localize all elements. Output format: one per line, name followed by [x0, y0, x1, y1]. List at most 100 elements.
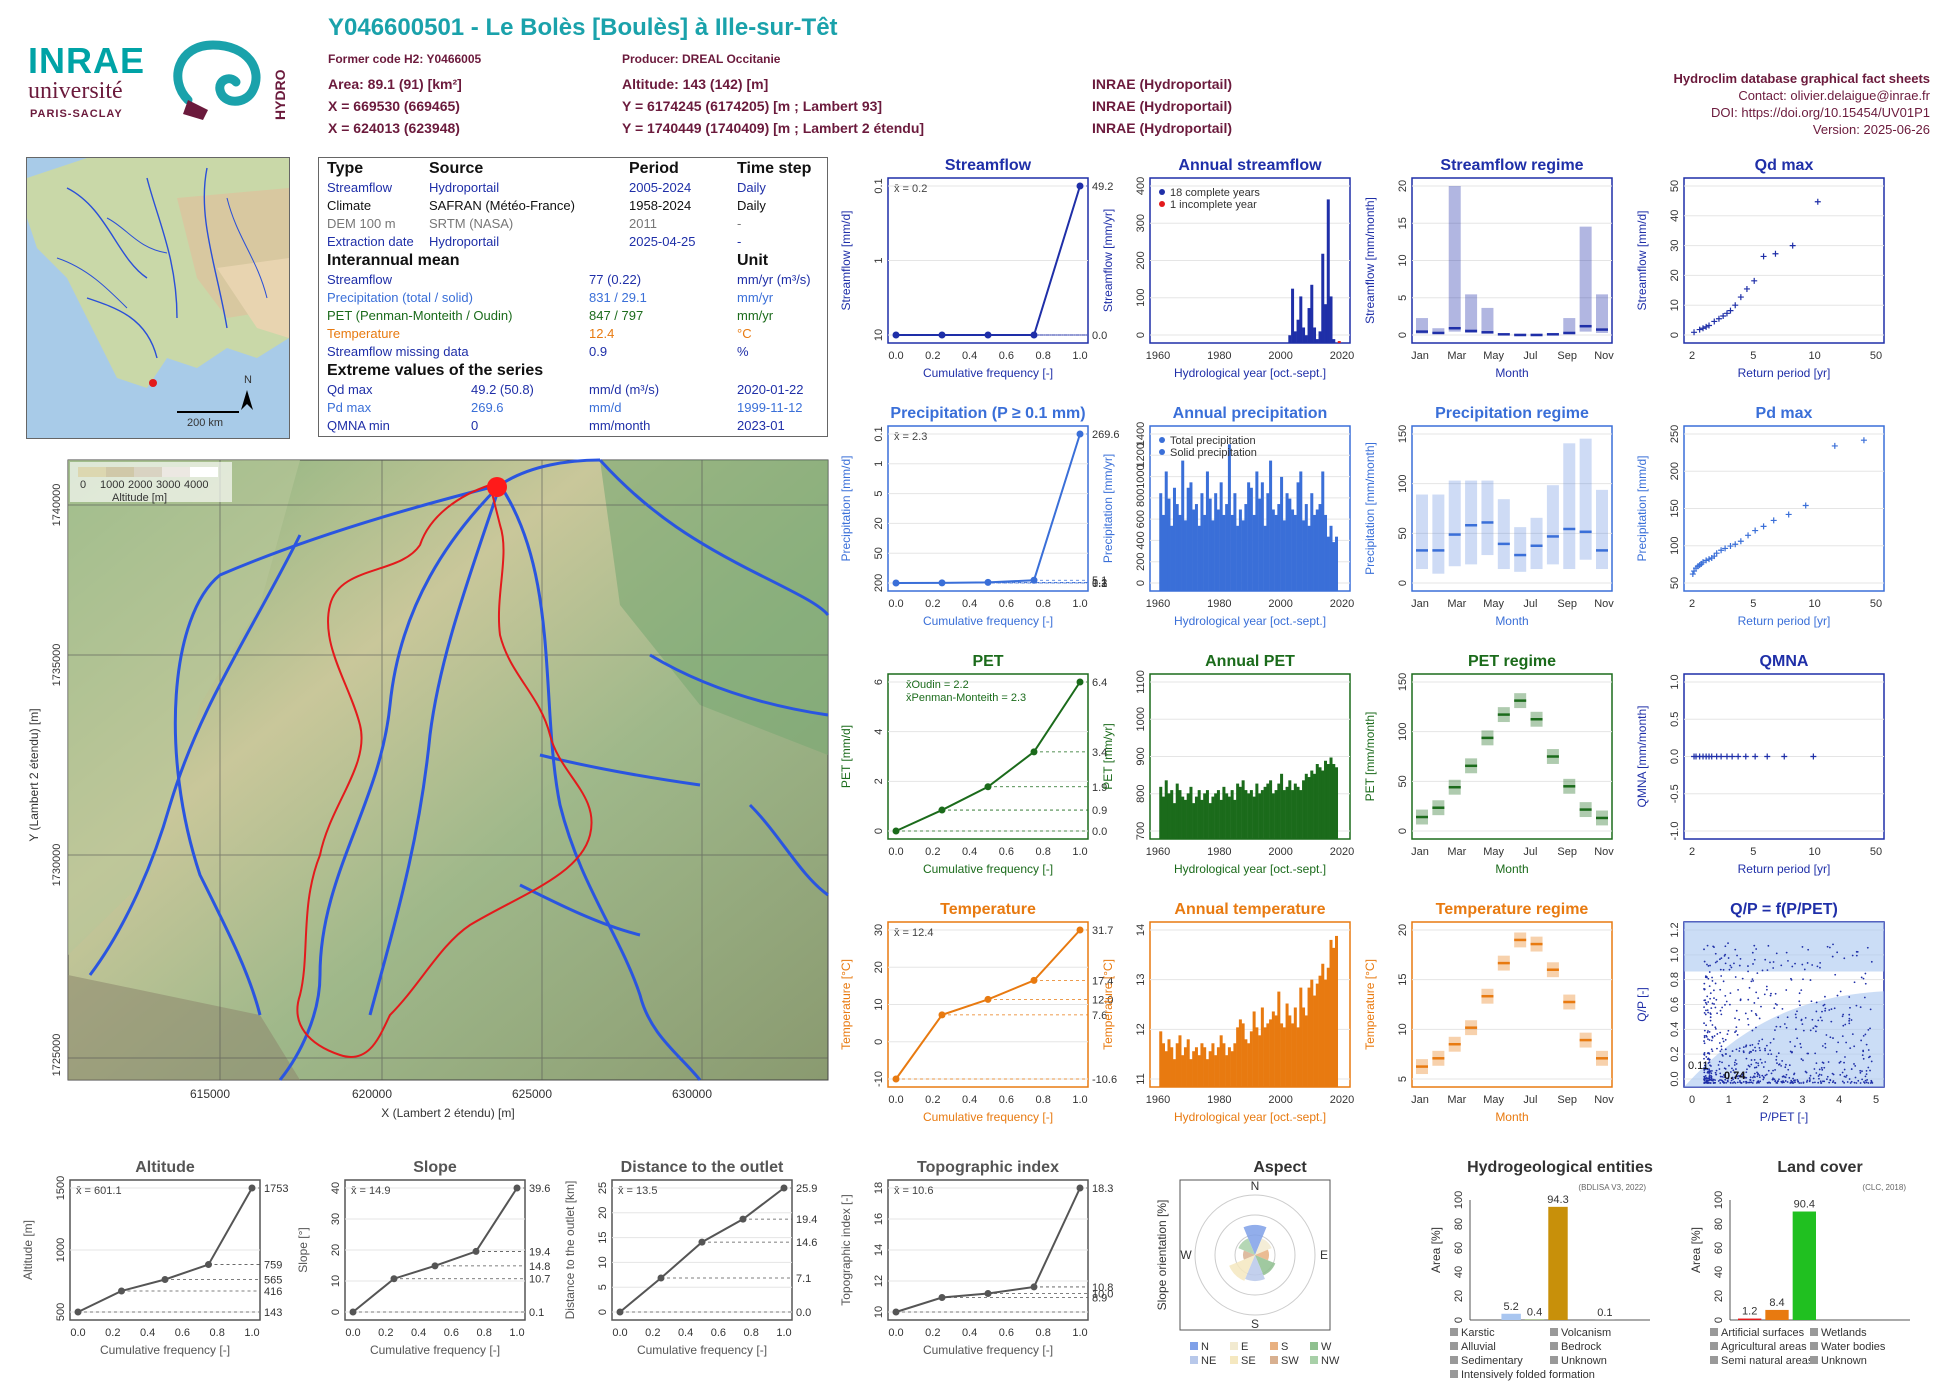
regime-box [1596, 489, 1608, 570]
scatter-point [1800, 989, 1803, 992]
x-tick-label: 2000 [1268, 1094, 1292, 1106]
scatter-point [1722, 1081, 1724, 1084]
scatter-point [1806, 962, 1809, 964]
x-tick-label: May [1483, 350, 1504, 362]
table-cell: mm/yr (m³/s) [737, 272, 811, 287]
mean-label: x̄ = 10.6 [894, 1185, 933, 1197]
table-cell: Hydroportail [429, 180, 500, 195]
x-tick-label: 2020 [1330, 1094, 1354, 1106]
scatter-point [1721, 1006, 1724, 1009]
scatter-point [1802, 978, 1804, 981]
annual-bar [1310, 284, 1314, 343]
scatter-point [1721, 1075, 1724, 1078]
annual-bar [1271, 1011, 1275, 1087]
scatter-point [1841, 1035, 1844, 1038]
scatter-point [1710, 1075, 1713, 1078]
legend-label: Artificial surfaces [1721, 1327, 1805, 1339]
annual-bar [1161, 796, 1165, 839]
annual-bar [1161, 1043, 1165, 1087]
scatter-point [1734, 1076, 1736, 1079]
return-period-point [1737, 294, 1744, 301]
legend-swatch [1710, 1342, 1718, 1350]
scatter-point [1753, 1002, 1756, 1004]
annual-bar [1313, 327, 1317, 343]
annual-bar [1324, 514, 1328, 591]
y-tick-label: 100 [1713, 1191, 1725, 1209]
annual-bar [1337, 341, 1341, 343]
annual-bar [1304, 1015, 1308, 1087]
scatter-point [1767, 1082, 1769, 1084]
annual-bar [1263, 525, 1267, 591]
scatter-point [1769, 961, 1771, 964]
x-axis-label: Month [1495, 862, 1528, 876]
source-label: (CLC, 2018) [1862, 1183, 1906, 1192]
scatter-point [1844, 1076, 1847, 1078]
scatter-point [1719, 1031, 1722, 1034]
annual-bar [1313, 773, 1317, 839]
scatter-point [1867, 1066, 1870, 1069]
return-period-point [1727, 307, 1734, 314]
x-tick-label: 50 [1870, 350, 1882, 362]
interannual-title: Interannual mean [327, 252, 460, 269]
regime-box [1579, 438, 1592, 560]
quantile-label: 1.2 [1092, 577, 1107, 589]
scatter-point [1792, 1077, 1794, 1080]
scatter-point [1791, 965, 1794, 968]
return-period-point [1727, 543, 1734, 550]
x-tick-label: 0.4 [962, 846, 977, 858]
x-tick-label: 1.0 [1072, 598, 1087, 610]
annual-bar [1288, 780, 1292, 839]
scatter-point [1843, 1081, 1846, 1084]
annual-bar [1326, 536, 1330, 591]
y-tick-label: 0 [873, 1039, 885, 1045]
annual-bar [1203, 1047, 1207, 1087]
scatter-point [1724, 953, 1727, 956]
scatter-point [1710, 1065, 1712, 1067]
scatter-point [1736, 1081, 1739, 1084]
scatter-point [1752, 1076, 1754, 1079]
scatter-point [1714, 1006, 1717, 1009]
chart-title: Distance to the outlet [621, 1159, 784, 1176]
scatter-point [1718, 1042, 1721, 1044]
chart-qp_vs_ppet: Q/P = f(P/PET) P/PET [-] Q/P [-] 0 1 2 3 4 5 0.0 0… [1635, 901, 1885, 1124]
scatter-point [1843, 1068, 1846, 1071]
table-cell: - [737, 216, 742, 231]
annual-bar [1214, 493, 1218, 591]
legend-swatch [1550, 1342, 1558, 1350]
scatter-point [1750, 1063, 1753, 1066]
y-axis-label: Q/P [-] [1635, 987, 1649, 1021]
scatter-point [1867, 1029, 1870, 1031]
y-tick-label: 0.0 [1669, 1071, 1681, 1086]
version: Version: 2025-06-26 [1812, 122, 1930, 137]
return-period-point [1737, 538, 1744, 545]
legend-label: Unknown [1821, 1355, 1867, 1367]
scatter-point [1869, 1008, 1872, 1011]
annual-bar [1288, 498, 1292, 591]
y-tick-label: 6 [873, 679, 885, 685]
y-tick-label: 5 [1397, 295, 1409, 301]
return-period-point [1752, 753, 1759, 760]
outlet-marker [487, 477, 507, 497]
y-tick-label: 1100 [1135, 670, 1147, 694]
y-tick-label: 1000 [55, 1238, 67, 1262]
scatter-point [1861, 1070, 1863, 1073]
y-tick-label: 150 [1397, 425, 1409, 443]
x-axis-label: Month [1495, 614, 1528, 628]
annual-bar [1197, 525, 1201, 591]
x-tick-label: 0.0 [888, 350, 903, 362]
scatter-point [1703, 1069, 1706, 1071]
scatter-point [1811, 964, 1814, 966]
x-tick-label: 0.4 [962, 1327, 977, 1339]
scatter-point [1720, 975, 1723, 977]
legend-marker [1159, 449, 1165, 455]
scatter-point [1735, 1009, 1738, 1012]
x-tick-label: Mar [1447, 350, 1466, 362]
scatter-point [1805, 1071, 1808, 1074]
scatter-point [1859, 1006, 1862, 1009]
legend-swatch [1450, 1356, 1458, 1364]
quantile-label: 0.0 [1092, 826, 1107, 838]
scatter-point [1857, 1079, 1860, 1082]
x-tick-label: 1980 [1207, 350, 1231, 362]
scatter-point [1758, 1074, 1761, 1077]
scatter-point [1731, 1076, 1734, 1079]
